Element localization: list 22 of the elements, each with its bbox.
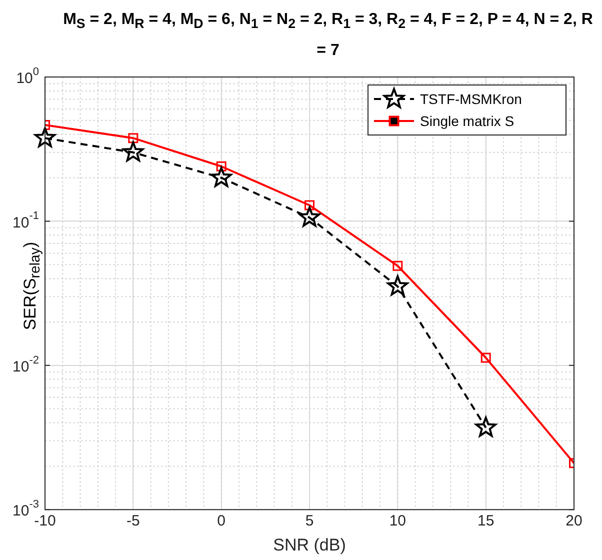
x-tick-label: -5 [126, 512, 140, 530]
point [304, 200, 314, 210]
x-tick-label: 0 [217, 512, 226, 530]
point [387, 275, 408, 296]
x-tick-label: 20 [566, 512, 582, 530]
x-tick-label: 10 [389, 512, 406, 530]
x-axis-title: SNR (dB) [273, 535, 346, 554]
point [210, 166, 232, 187]
point [392, 260, 403, 271]
point [34, 127, 56, 148]
x-tick-label: 5 [305, 512, 314, 530]
point [475, 416, 496, 437]
x-tick-label: -10 [34, 512, 56, 530]
point [480, 352, 491, 363]
point [128, 133, 138, 144]
point [298, 206, 320, 227]
chart-title: M$_{S}$ = 2, M$_{R}$ = 4, M$_{D}$ = 6, N$_{1}$ = N$_{2}$ = 2, R$_{1}$ = 3, R$_{2}$ = 4, F = 2, P = 4, N = 2, R = 7 [63, 11, 593, 60]
point [122, 141, 144, 162]
point [216, 161, 226, 172]
legend-label: TSTF-MSMKron [420, 90, 522, 107]
x-tick-label: 15 [477, 512, 494, 530]
legend-label: Single matrix S [420, 112, 514, 129]
